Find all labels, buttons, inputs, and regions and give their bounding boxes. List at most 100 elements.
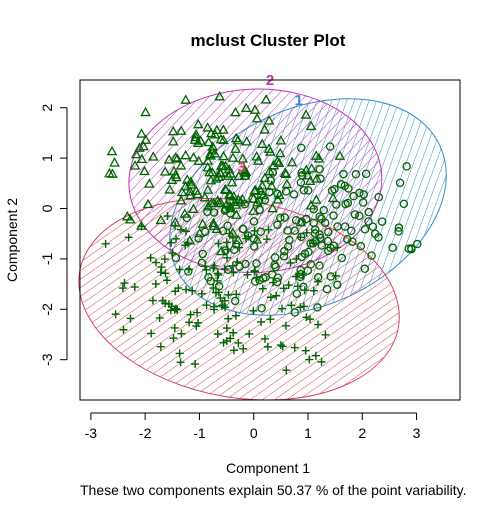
point-cluster-1 (399, 199, 409, 209)
point-cluster-1 (299, 186, 309, 195)
point-cluster-2 (139, 165, 150, 176)
point-cluster-1 (358, 198, 368, 207)
point-cluster-1 (344, 184, 353, 193)
point-cluster-3 (245, 329, 254, 338)
point-cluster-2 (241, 136, 253, 146)
point-cluster-2 (106, 145, 118, 156)
point-cluster-2 (176, 186, 188, 197)
point-cluster-3 (252, 273, 261, 282)
point-cluster-1 (273, 220, 282, 230)
x-tick-label: 0 (250, 425, 258, 441)
point-cluster-3 (213, 330, 222, 339)
point-cluster-2 (159, 166, 171, 176)
point-cluster-1 (340, 222, 350, 231)
point-cluster-1 (324, 227, 333, 237)
point-cluster-1 (413, 239, 422, 249)
point-cluster-2 (167, 125, 179, 136)
point-cluster-2 (248, 193, 259, 203)
point-cluster-3 (218, 301, 227, 310)
point-cluster-3 (193, 308, 202, 317)
point-cluster-1 (297, 143, 306, 153)
point-cluster-3 (269, 278, 278, 287)
point-cluster-2 (229, 196, 241, 207)
point-cluster-2 (204, 166, 215, 177)
point-cluster-1 (394, 223, 404, 232)
point-cluster-3 (118, 284, 127, 293)
point-cluster-3 (306, 315, 315, 324)
point-cluster-2 (260, 94, 272, 104)
point-cluster-1 (395, 178, 405, 188)
point-cluster-3 (223, 253, 232, 262)
point-cluster-2 (129, 160, 141, 170)
point-cluster-2 (205, 150, 217, 160)
point-cluster-1 (394, 227, 403, 236)
point-cluster-2 (206, 197, 217, 208)
point-cluster-2 (255, 185, 267, 196)
point-cluster-2 (190, 131, 201, 142)
point-cluster-2 (188, 203, 199, 213)
point-cluster-3 (239, 344, 248, 353)
point-cluster-1 (252, 259, 261, 268)
point-cluster-2 (252, 196, 263, 207)
point-cluster-2 (286, 156, 298, 167)
point-cluster-3 (191, 360, 200, 369)
point-cluster-3 (137, 222, 146, 231)
point-cluster-2 (163, 154, 175, 164)
point-cluster-1 (313, 303, 322, 312)
point-cluster-2 (230, 143, 241, 153)
point-cluster-3 (176, 358, 185, 367)
point-cluster-1 (364, 207, 373, 217)
point-cluster-3 (213, 269, 222, 278)
point-cluster-2 (209, 147, 221, 158)
point-cluster-3 (317, 357, 326, 366)
x-tick-label: -2 (139, 425, 152, 441)
point-cluster-1 (235, 262, 244, 271)
point-cluster-2 (140, 134, 152, 144)
point-cluster-2 (138, 140, 149, 151)
point-cluster-1 (361, 169, 371, 179)
point-cluster-3 (174, 284, 183, 293)
y-axis: -3 -2 -1 0 1 2 (39, 104, 68, 366)
point-cluster-2 (248, 205, 259, 215)
point-cluster-3 (231, 311, 240, 320)
point-cluster-2 (213, 171, 225, 181)
point-cluster-3 (300, 286, 309, 295)
point-cluster-2 (202, 201, 214, 211)
point-cluster-2 (140, 106, 151, 117)
point-cluster-1 (194, 234, 203, 243)
point-cluster-1 (315, 212, 324, 221)
point-cluster-3 (301, 346, 310, 355)
point-cluster-2 (267, 202, 278, 213)
point-cluster-2 (180, 149, 191, 160)
chart-subtitle: These two components explain 50.37 % of … (80, 482, 467, 498)
point-cluster-3 (222, 324, 231, 333)
point-cluster-2 (275, 135, 287, 145)
point-cluster-3 (302, 313, 311, 322)
point-cluster-3 (194, 318, 203, 327)
point-cluster-2 (281, 178, 293, 189)
scatter-points (101, 91, 422, 375)
point-cluster-3 (170, 323, 179, 332)
point-cluster-2 (311, 173, 323, 183)
x-tick-label: 1 (304, 425, 312, 441)
point-cluster-3 (286, 258, 295, 267)
point-cluster-3 (147, 329, 156, 338)
point-cluster-2 (203, 136, 215, 147)
point-cluster-3 (224, 314, 233, 323)
point-cluster-2 (202, 122, 213, 132)
point-cluster-3 (229, 328, 238, 337)
point-cluster-3 (223, 245, 232, 254)
point-cluster-2 (230, 106, 241, 117)
point-cluster-3 (299, 302, 308, 311)
point-cluster-2 (147, 151, 159, 161)
point-cluster-1 (351, 170, 361, 179)
point-cluster-1 (360, 264, 370, 274)
point-cluster-3 (305, 355, 314, 364)
point-cluster-2 (218, 134, 229, 145)
point-cluster-3 (126, 314, 135, 323)
point-cluster-1 (230, 296, 240, 306)
point-cluster-1 (339, 169, 348, 179)
point-cluster-2 (202, 155, 213, 165)
point-cluster-3 (167, 238, 176, 247)
